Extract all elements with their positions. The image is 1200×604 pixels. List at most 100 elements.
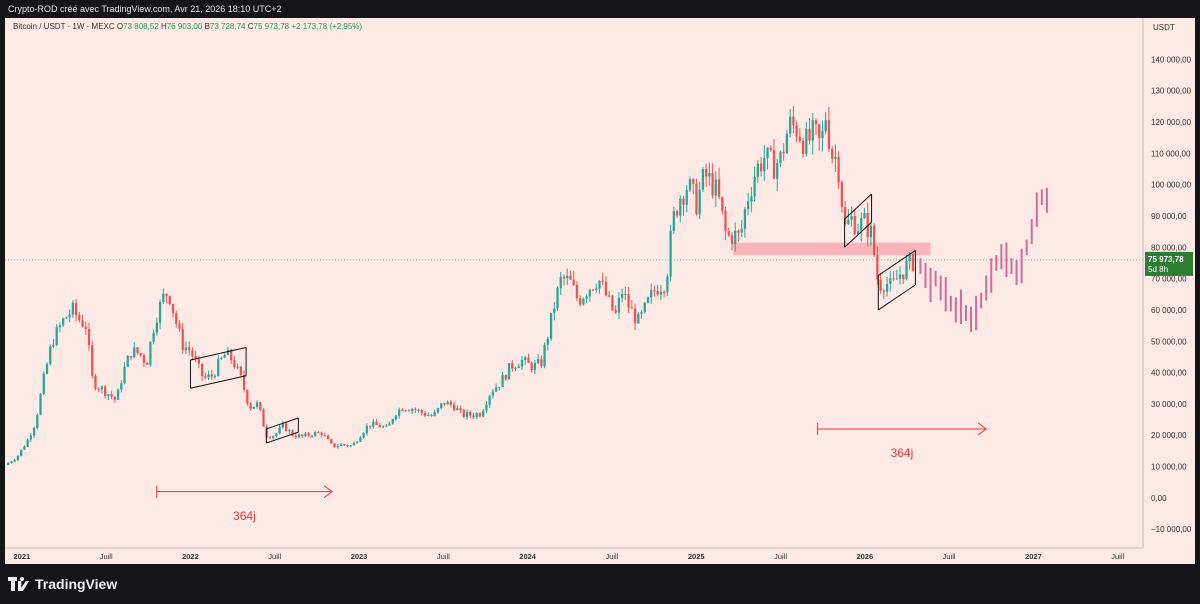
candle-body	[142, 355, 146, 363]
candle-body	[346, 445, 349, 447]
candle-body	[275, 433, 278, 437]
candle-body	[398, 409, 401, 416]
candle-body	[123, 366, 126, 384]
candle-body	[843, 207, 847, 225]
candle-body	[372, 421, 375, 427]
candle-body	[511, 363, 514, 369]
candle-body	[94, 375, 97, 389]
candle-body	[365, 425, 369, 434]
tradingview-logo-icon	[8, 577, 30, 591]
candle-body	[288, 430, 291, 432]
candle-body	[446, 401, 449, 405]
candle-body	[669, 230, 672, 277]
high-value: 76 903,00	[166, 22, 203, 31]
candle-body	[459, 408, 462, 410]
candle-body	[546, 338, 549, 345]
candle-body	[721, 196, 724, 211]
x-tick-label: Juill	[605, 552, 618, 561]
footer-bar: TradingView	[0, 564, 1200, 604]
candle-body	[818, 124, 821, 139]
candle-body	[779, 151, 782, 163]
candle-body	[633, 308, 637, 324]
candle-body	[375, 421, 378, 425]
candle-body	[259, 402, 262, 410]
candle-body	[646, 297, 650, 303]
candle-body	[262, 409, 265, 427]
candle-body	[407, 410, 411, 412]
candle-body	[32, 427, 36, 436]
candle-body	[333, 443, 336, 448]
candle-body	[724, 210, 727, 231]
low-value: 73 728,74	[209, 22, 246, 31]
tradingview-logo[interactable]: TradingView	[8, 576, 117, 592]
candle-body	[543, 344, 546, 367]
candle-body	[13, 460, 16, 462]
candle-body	[233, 360, 236, 368]
candle-body	[462, 409, 465, 417]
candle-body	[343, 444, 346, 446]
candle-body	[569, 275, 572, 280]
candle-body	[220, 357, 223, 359]
candle-body	[598, 280, 601, 289]
candle-body	[789, 116, 792, 134]
candle-body	[113, 396, 116, 400]
candle-body	[611, 295, 614, 311]
candle-body	[524, 357, 527, 361]
candle-body	[491, 391, 495, 396]
candle-body	[591, 289, 595, 291]
candle-body	[507, 363, 511, 380]
candle-body	[146, 362, 149, 365]
candle-body	[255, 402, 259, 407]
candle-body	[692, 179, 695, 184]
candle-body	[701, 169, 705, 190]
candle-body	[908, 254, 911, 262]
candle-body	[608, 295, 611, 297]
candle-body	[782, 151, 785, 154]
symbol-label: Bitcoin / USDT · 1W · MEXC	[13, 22, 115, 31]
candle-body	[840, 182, 843, 208]
candle-body	[317, 432, 320, 434]
candle-body	[246, 389, 249, 404]
candle-body	[175, 313, 178, 324]
candle-body	[20, 449, 23, 456]
price-chart[interactable]: USDT 140 000,00 130 000,00 120 000,00 110 00…	[5, 18, 1195, 564]
candle-body	[527, 357, 530, 363]
candle-body	[811, 120, 814, 141]
candle-body	[711, 172, 714, 196]
candle-body	[585, 296, 588, 299]
candle-body	[272, 436, 275, 438]
candle-body	[856, 231, 860, 234]
candle-body	[433, 412, 436, 416]
candle-body	[653, 290, 656, 292]
candle-body	[10, 461, 13, 463]
candle-body	[436, 408, 440, 413]
candle-body	[575, 285, 579, 299]
candle-body	[181, 328, 184, 351]
candle-body	[104, 386, 107, 396]
candle-body	[730, 235, 734, 244]
candle-body	[178, 323, 181, 329]
candle-body	[553, 308, 556, 314]
candle-body	[427, 415, 430, 417]
candle-body	[475, 413, 478, 418]
candle-body	[368, 425, 372, 427]
channel-lower-line	[878, 284, 916, 311]
candle-body	[556, 288, 559, 309]
candle-body	[49, 346, 52, 364]
candle-body	[36, 414, 39, 428]
open-label: O	[116, 22, 124, 31]
candle-body	[465, 411, 469, 417]
last-price-label: 75 973,78	[1148, 255, 1184, 264]
chart-panel[interactable]: USDT 140 000,00 130 000,00 120 000,00 110 00…	[5, 18, 1195, 564]
candle-body	[866, 212, 869, 238]
candle-body	[420, 409, 423, 413]
y-tick-label: 140 000,00	[1151, 55, 1192, 64]
candle-body	[423, 412, 427, 416]
candle-body	[278, 427, 281, 434]
candle-body	[717, 179, 721, 197]
candle-body	[737, 230, 740, 233]
candle-body	[184, 347, 188, 351]
candle-body	[827, 120, 831, 149]
candle-body	[39, 394, 42, 415]
x-tick-label: 2022	[182, 552, 199, 561]
